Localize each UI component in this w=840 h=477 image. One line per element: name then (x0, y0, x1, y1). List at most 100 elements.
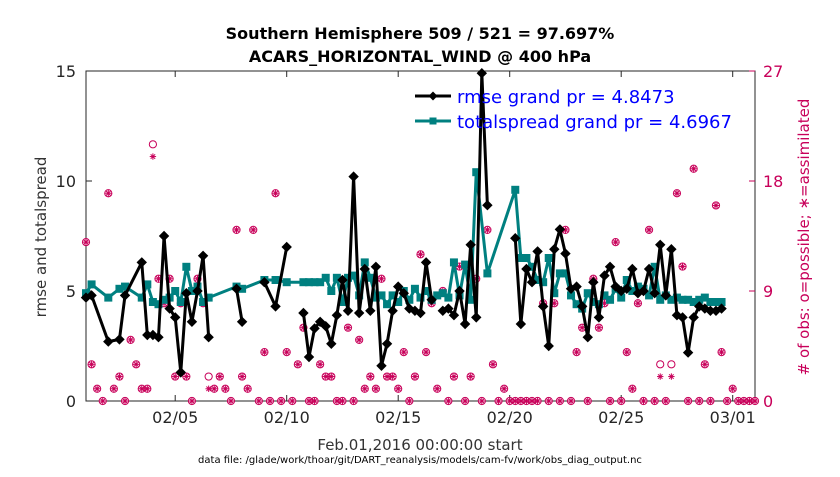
obs-possible-marker (238, 372, 247, 381)
rmse-marker (465, 239, 476, 251)
rmse-marker (169, 312, 181, 323)
obs-assimilated-marker (629, 385, 636, 392)
obs-assimilated-marker (701, 361, 709, 368)
obs-possible-marker (544, 396, 553, 406)
rmse-marker (153, 331, 164, 343)
obs-assimilated-marker (707, 397, 714, 405)
rmse-marker (621, 283, 632, 295)
obs-possible-marker (605, 396, 615, 406)
rmse-marker (599, 270, 610, 281)
y-tick-label-left: 0 (66, 392, 76, 411)
obs-possible-marker (416, 250, 425, 259)
spread-marker (316, 278, 325, 287)
rmse-marker (627, 263, 638, 275)
obs-assimilated-marker (361, 385, 368, 392)
obs-assimilated-marker (311, 397, 318, 405)
asterisk-stroke (172, 373, 178, 380)
obs-assimilated-marker (378, 275, 385, 282)
asterisk-stroke (100, 398, 106, 404)
obs-possible-marker (444, 396, 453, 406)
obs-assimilated-marker (657, 373, 664, 380)
obs-possible-marker (282, 348, 291, 357)
obs-possible-marker (421, 348, 431, 357)
asterisk-stroke (105, 190, 111, 196)
asterisk-stroke (618, 398, 624, 404)
obs-assimilated-marker (127, 336, 134, 344)
x-tick-label: 02/25 (598, 408, 644, 427)
obs-possible-marker (120, 396, 130, 406)
asterisk-stroke (557, 398, 563, 404)
obs-assimilated-marker (506, 397, 513, 405)
asterisk-stroke (362, 386, 368, 392)
asterisk-stroke (189, 398, 195, 404)
obs-possible-marker (723, 396, 732, 406)
asterisk-stroke (746, 398, 753, 404)
asterisk-stroke (529, 398, 535, 404)
obs-assimilated-marker (673, 190, 681, 197)
asterisk-stroke (546, 398, 552, 404)
rmse-marker (353, 307, 365, 319)
obs-possible-marker (639, 396, 648, 406)
obs-possible-marker (706, 396, 715, 406)
x-tick-label: 02/10 (264, 408, 310, 427)
obs-assimilated-marker (116, 373, 123, 380)
asterisk-stroke (718, 349, 725, 355)
obs-possible-marker (695, 396, 704, 406)
obs-assimilated-marker (411, 373, 419, 380)
asterisk-stroke (267, 398, 273, 404)
asterisk-stroke (579, 325, 585, 331)
asterisk-stroke (150, 153, 156, 160)
asterisk-stroke (412, 373, 418, 380)
obs-possible-marker (466, 372, 475, 381)
asterisk-stroke (239, 373, 245, 380)
obs-possible-marker (316, 360, 325, 369)
obs-assimilated-marker (668, 373, 675, 380)
obs-possible-marker (410, 372, 420, 381)
obs-assimilated-marker (567, 397, 575, 405)
obs-assimilated-marker (623, 348, 630, 356)
rmse-marker (376, 360, 387, 372)
rmse-marker (521, 263, 532, 275)
asterisk-stroke (390, 373, 396, 380)
rmse-marker (392, 281, 404, 292)
rmse-marker (331, 309, 343, 321)
obs-assimilated-marker (121, 397, 129, 405)
obs-possible-marker (684, 396, 693, 406)
asterisk-stroke (94, 386, 100, 392)
obs-possible-marker (633, 299, 643, 308)
obs-assimilated-marker (679, 263, 686, 270)
spread-marker (544, 254, 553, 262)
asterisk-stroke (596, 325, 602, 331)
obs-assimilated-marker (523, 397, 530, 405)
asterisk-stroke (289, 398, 295, 404)
obs-possible-marker (566, 396, 576, 406)
asterisk-stroke (128, 337, 134, 343)
asterisk-stroke (356, 337, 362, 343)
obs-possible-marker (628, 384, 637, 393)
obs-possible-marker (93, 384, 102, 393)
obs-assimilated-marker (651, 397, 658, 405)
obs-assimilated-marker (132, 361, 140, 368)
obs-possible-marker (343, 323, 353, 332)
series-line-0 (85, 234, 211, 374)
obs-assimilated-marker (289, 397, 296, 405)
obs-possible-marker (360, 384, 369, 393)
asterisk-stroke (122, 398, 128, 404)
obs-possible-marker (293, 360, 302, 369)
rmse-marker (515, 318, 527, 330)
spread-marker (461, 260, 470, 269)
spread-marker (700, 293, 709, 302)
spread-marker (154, 300, 163, 309)
asterisk-stroke (250, 227, 256, 233)
obs-assimilated-marker (445, 397, 452, 405)
asterisk-stroke (384, 373, 390, 380)
rmse-marker (381, 338, 393, 350)
obs-possible-marker (271, 189, 280, 198)
asterisk-stroke (501, 386, 507, 392)
asterisk-stroke (668, 373, 674, 380)
obs-assimilated-marker (612, 238, 619, 246)
obs-possible-marker (399, 348, 408, 357)
asterisk-stroke (523, 398, 530, 404)
asterisk-stroke (468, 373, 474, 380)
